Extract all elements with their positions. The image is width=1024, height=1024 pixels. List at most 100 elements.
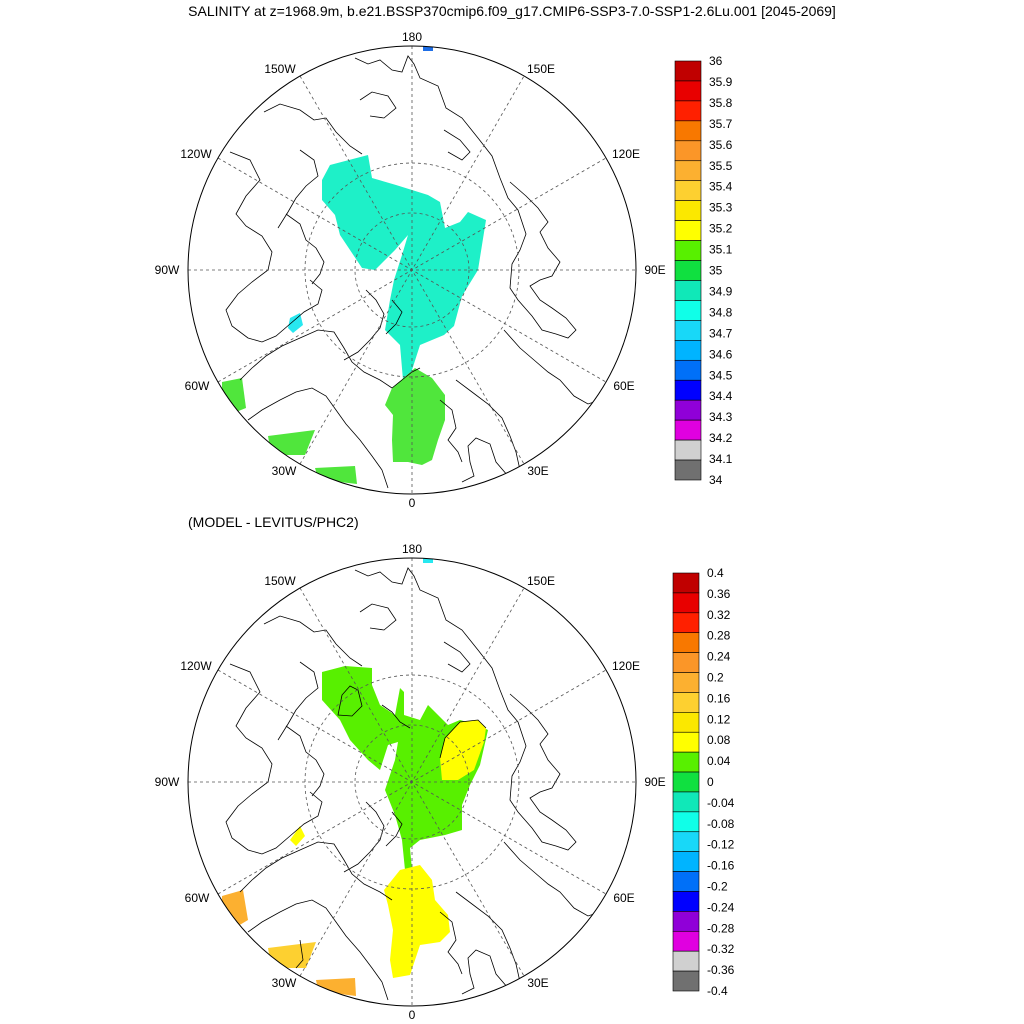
top-colorbar-box-13 [674, 320, 702, 341]
bottom-colorbar-box-2 [672, 612, 700, 634]
bottom-colorbar-box-13 [672, 831, 700, 852]
bottom-lon-90e: 90E [644, 775, 665, 789]
bottom-colorbar-box-4 [672, 652, 700, 673]
bottom-colorbar-label-10: 0 [707, 775, 714, 789]
bottom-colorbar-box-10 [672, 771, 700, 793]
bottom-colorbar-label-14: -0.16 [707, 859, 735, 873]
bottom-colorbar-label-20: -0.4 [707, 984, 728, 998]
top-colorbar-label-5: 35.5 [709, 159, 733, 173]
top-colorbar-label-14: 34.6 [709, 347, 733, 361]
top-lon-60w: 60W [185, 379, 210, 393]
bottom-light-orange-patch-30w [268, 942, 316, 968]
top-colorbar-box-11 [674, 280, 702, 301]
bottom-lon-120w: 120W [180, 659, 212, 673]
top-colorbar-label-4: 35.6 [709, 138, 733, 152]
top-colorbar-label-3: 35.7 [709, 117, 733, 131]
top-lon-90e: 90E [644, 263, 665, 277]
top-lon-120e: 120E [612, 147, 640, 161]
bottom-colorbar-box-8 [672, 731, 700, 753]
bottom-colorbar-box-6 [672, 692, 700, 713]
bottom-colorbar-label-4: 0.24 [707, 650, 731, 664]
bottom-colorbar-label-7: 0.12 [707, 712, 731, 726]
bottom-colorbar-box-3 [672, 632, 700, 653]
top-colorbar-box-16 [674, 379, 702, 401]
bottom-graticule [188, 558, 636, 1006]
top-lon-150w: 150W [264, 62, 296, 76]
top-colorbar-box-19 [674, 439, 702, 461]
top-colorbar-label-2: 35.8 [709, 96, 733, 110]
top-colorbar-box-12 [674, 300, 702, 321]
top-colorbar-box-18 [674, 419, 702, 441]
top-lon-180: 180 [402, 30, 422, 44]
bottom-lon-90w: 90W [155, 775, 180, 789]
top-colorbar-box-2 [674, 100, 702, 122]
top-colorbar-label-1: 35.9 [709, 75, 733, 89]
top-colorbar-label-7: 35.3 [709, 201, 733, 215]
top-colorbar-box-4 [674, 140, 702, 162]
top-colorbar-label-6: 35.4 [709, 180, 733, 194]
top-colorbar-box-5 [674, 160, 702, 182]
bottom-green-region [322, 666, 488, 870]
top-lon-30e: 30E [527, 464, 548, 478]
bottom-lon-150w: 150W [264, 574, 296, 588]
top-colorbar-label-20: 34 [709, 473, 723, 487]
bottom-colorbar-label-2: 0.32 [707, 608, 731, 622]
top-colorbar-label-0: 36 [709, 54, 723, 68]
top-colorbar-box-3 [674, 120, 702, 142]
top-colorbar-box-8 [674, 220, 702, 241]
top-colorbar-label-11: 34.9 [709, 284, 733, 298]
bottom-colorbar-box-15 [672, 871, 700, 892]
top-lon-90w: 90W [155, 263, 180, 277]
top-colorbar-box-9 [674, 240, 702, 261]
bottom-colorbar-box-9 [672, 751, 700, 773]
bottom-cyan-patch [423, 558, 433, 563]
bottom-colorbar: 0.4 0.36 0.32 0.28 0.24 0.2 0.16 0.12 0.08 0.04 0 -… [672, 566, 735, 998]
top-colorbar-box-7 [674, 200, 702, 221]
bottom-lon-60w: 60W [185, 891, 210, 905]
top-green-region [385, 368, 445, 465]
bottom-colorbar-label-17: -0.28 [707, 921, 735, 935]
bottom-map-boundary [187, 557, 637, 1007]
top-colorbar-label-10: 35 [709, 264, 723, 278]
bottom-colorbar-label-13: -0.12 [707, 838, 735, 852]
bottom-lon-150e: 150E [527, 574, 555, 588]
bottom-colorbar-box-1 [672, 592, 700, 614]
bottom-yellow-region [384, 865, 450, 978]
bottom-colorbar-label-19: -0.36 [707, 963, 735, 977]
top-colorbar-label-16: 34.4 [709, 389, 733, 403]
bottom-orange-patch-south [316, 978, 356, 996]
bottom-colorbar-label-0: 0.4 [707, 566, 724, 580]
bottom-yellow-blob [440, 720, 486, 780]
bottom-lon-180: 180 [402, 542, 422, 556]
top-colorbar-label-8: 35.2 [709, 222, 733, 236]
top-colorbar-box-14 [674, 340, 702, 361]
top-colorbar-box-20 [674, 459, 702, 481]
bottom-lon-30w: 30W [272, 976, 297, 990]
plot-title: SALINITY at z=1968.9m, b.e21.BSSP370cmip… [188, 3, 836, 19]
top-map-boundary [187, 45, 637, 495]
bottom-colorbar-box-12 [672, 811, 700, 833]
bottom-colorbar-box-19 [672, 950, 700, 972]
bottom-colorbar-label-15: -0.2 [707, 880, 728, 894]
bottom-colorbar-box-0 [672, 572, 700, 594]
top-colorbar-label-17: 34.3 [709, 410, 733, 424]
top-colorbar: 36 35.9 35.8 35.7 35.6 35.5 35.4 35.3 35.2 35.1 35… [674, 54, 733, 487]
top-lon-120w: 120W [180, 147, 212, 161]
top-salinity-field [222, 46, 601, 489]
bottom-colorbar-box-11 [672, 791, 700, 813]
bottom-colorbar-label-1: 0.36 [707, 587, 731, 601]
top-lon-30w: 30W [272, 464, 297, 478]
top-blue-patch [423, 46, 433, 51]
bottom-colorbar-label-12: -0.08 [707, 817, 735, 831]
top-colorbar-label-12: 34.8 [709, 305, 733, 319]
bottom-colorbar-box-5 [672, 672, 700, 693]
bottom-colorbar-box-14 [672, 851, 700, 872]
top-lon-150e: 150E [527, 62, 555, 76]
top-longitude-labels: 180 150W 150E 120W 120E 90W 90E 60W 60E … [155, 30, 666, 510]
bottom-colorbar-label-16: -0.24 [707, 900, 735, 914]
top-graticule [188, 46, 636, 494]
top-colorbar-box-1 [674, 80, 702, 102]
bottom-lon-60e: 60E [613, 891, 634, 905]
bottom-colorbar-label-11: -0.04 [707, 796, 735, 810]
bottom-longitude-labels: 180 150W 150E 120W 120E 90W 90E 60W 60E … [155, 542, 666, 1022]
